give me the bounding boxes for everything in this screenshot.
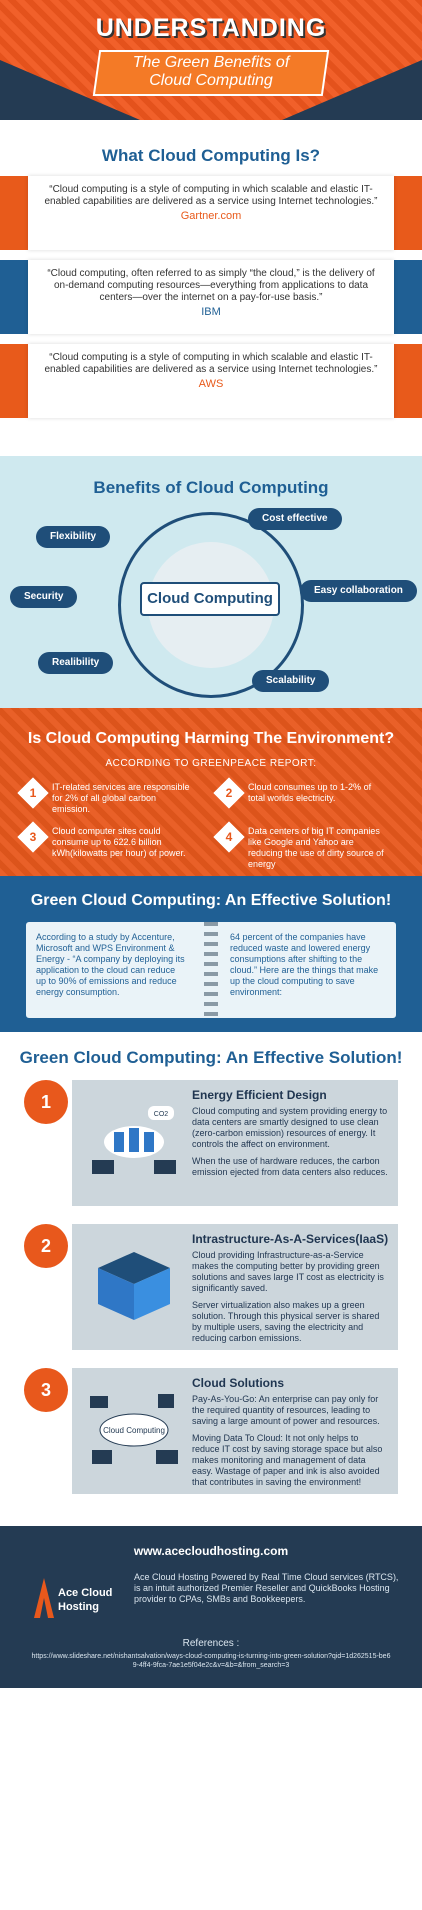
benefit-pill-easy-collaboration: Easy collaboration: [300, 580, 417, 602]
card-body: Cloud computing and system providing ene…: [192, 1106, 388, 1184]
quote-box: [28, 176, 394, 250]
what-section: What Cloud Computing Is? “Cloud computin…: [0, 120, 422, 430]
card-title: Intrastructure-As-A-Services(IaaS): [192, 1232, 389, 1246]
footer-brand-row: Ace Cloud Hosting Ace Cloud Hosting Powe…: [0, 1570, 422, 1630]
harm-number: 1: [29, 786, 37, 800]
what-title: What Cloud Computing Is?: [101, 146, 321, 165]
harm-item: 4 Data centers of big IT companies like …: [213, 821, 386, 870]
card-paragraph: Moving Data To Cloud: It not only helps …: [192, 1433, 383, 1487]
benefits-center-label: Cloud Computing: [140, 582, 280, 616]
server-rack-illustration: [98, 1252, 170, 1320]
solution-card: 1 CO2 Energy Efficient Design Cloud comp…: [24, 1080, 398, 1206]
harm-number-badge: 3: [17, 821, 49, 853]
notebook-left-text: According to a study by Accenture, Micro…: [36, 932, 185, 997]
benefit-pill-security: Security: [10, 586, 78, 608]
header-subtitle-line1: The Green Benefits of: [132, 54, 290, 71]
header-subtitle: The Green Benefits of Cloud Computing: [96, 54, 326, 90]
reference-link[interactable]: https://www.slideshare.net/nishantsalvat…: [31, 1653, 391, 1669]
website-url[interactable]: www.acecloudhosting.com: [133, 1544, 289, 1558]
quote-source: Gartner.com: [180, 210, 242, 222]
ace-cloud-logo-icon: Ace Cloud Hosting: [34, 1578, 112, 1618]
co2-label: CO2: [154, 1111, 169, 1118]
card-body: Cloud providing Infrastructure-as-a-Serv…: [192, 1250, 388, 1350]
quote-text: “Cloud computing is a style of computing…: [40, 184, 382, 222]
benefit-pill-scalability: Scalability: [252, 670, 330, 692]
harm-number-badge: 2: [213, 777, 245, 809]
benefit-pill-flexibility: Flexibility: [36, 526, 111, 548]
cloud-computing-label: Cloud Computing: [103, 1426, 165, 1435]
harm-item-text: Cloud computer sites could consume up to…: [52, 826, 186, 858]
harm-section: Is Cloud Computing Harming The Environme…: [0, 708, 422, 876]
card-body: Pay-As-You-Go: An enterprise can pay onl…: [192, 1394, 388, 1494]
quote-text: “Cloud computing, often referred to as s…: [40, 268, 382, 318]
quote-source: AWS: [198, 378, 224, 390]
quote-source: IBM: [201, 306, 221, 318]
harm-number: 3: [29, 830, 37, 844]
quote-box: [28, 344, 394, 418]
card-number-badge: 3: [24, 1368, 68, 1412]
header-title: UNDERSTANDING: [95, 14, 327, 42]
brand-line1: Ace Cloud: [58, 1587, 112, 1599]
card-title: Energy Efficient Design: [192, 1088, 327, 1102]
benefit-pill-realibility: Realibility: [38, 652, 114, 674]
harm-item: 3 Cloud computer sites could consume up …: [17, 821, 190, 859]
card-paragraph: Pay-As-You-Go: An enterprise can pay onl…: [192, 1394, 380, 1426]
card-title: Cloud Solutions: [192, 1376, 284, 1390]
harm-title: Is Cloud Computing Harming The Environme…: [27, 730, 395, 747]
harm-number-badge: 4: [213, 821, 245, 853]
quote-text: “Cloud computing is a style of computing…: [40, 352, 382, 390]
brand-line2: Hosting: [58, 1601, 99, 1613]
green-solution-section: Green Cloud Computing: An Effective Solu…: [0, 876, 422, 1032]
harm-item-text: IT-related services are responsible for …: [52, 782, 190, 814]
benefits-title: Benefits of Cloud Computing: [93, 478, 329, 497]
harm-item-text: Cloud consumes up to 1-2% of total world…: [248, 782, 372, 803]
card-paragraph: Cloud providing Infrastructure-as-a-Serv…: [192, 1250, 384, 1293]
solution-card: 3 Cloud Computing Cloud Solutions Pay-As…: [24, 1368, 398, 1494]
card-number-badge: 1: [24, 1080, 68, 1124]
benefits-section: Benefits of Cloud Computing Cloud Comput…: [0, 456, 422, 708]
footer-description: Ace Cloud Hosting Powered by Real Time C…: [134, 1572, 399, 1604]
card-number-badge: 2: [24, 1224, 68, 1268]
notebook-right-text: 64 percent of the companies have reduced…: [230, 932, 379, 997]
quote-box: [28, 260, 394, 334]
harm-number: 2: [225, 786, 233, 800]
quote-row: “Cloud computing is a style of computing…: [0, 344, 422, 418]
footer: www.acecloudhosting.com Ace Cloud Hostin…: [0, 1526, 422, 1688]
solution-card: 2 Intrastructure-As-A-Services(IaaS) Clo…: [24, 1224, 398, 1350]
harm-stripes: [0, 708, 422, 876]
quote-row: “Cloud computing, often referred to as s…: [0, 260, 422, 334]
references: References : https://www.slideshare.net/…: [0, 1638, 422, 1670]
quote-body: “Cloud computing, often referred to as s…: [47, 268, 375, 303]
harm-item: 1 IT-related services are responsible fo…: [17, 777, 190, 815]
header-banner: UNDERSTANDING The Green Benefits of Clou…: [0, 0, 422, 120]
quote-body: “Cloud computing is a style of computing…: [44, 184, 378, 207]
notebook-spine: [204, 922, 218, 1018]
quote-body: “Cloud computing is a style of computing…: [44, 352, 378, 375]
references-label: References :: [182, 1638, 240, 1649]
green-solution-title: Green Cloud Computing: An Effective Solu…: [30, 892, 392, 909]
quote-row: “Cloud computing is a style of computing…: [0, 176, 422, 250]
card-paragraph: Cloud computing and system providing ene…: [192, 1106, 388, 1149]
harm-subtitle: ACCORDING TO GREENPEACE REPORT:: [105, 758, 317, 769]
benefits-ring: [118, 512, 304, 698]
cloud-devices-illustration: Cloud Computing: [90, 1394, 178, 1464]
header-subtitle-line2: Cloud Computing: [149, 72, 273, 89]
harm-number: 4: [225, 830, 233, 844]
green-cards-title: Green Cloud Computing: An Effective Solu…: [19, 1048, 403, 1067]
green-cards-section: Green Cloud Computing: An Effective Solu…: [0, 1032, 422, 1526]
benefit-pill-cost-effective: Cost effective: [248, 508, 342, 530]
harm-item-text: Data centers of big IT companies like Go…: [248, 826, 384, 869]
harm-number-badge: 1: [17, 777, 49, 809]
card-paragraph: Server virtualization also makes up a gr…: [192, 1300, 380, 1343]
data-center-illustration: CO2: [92, 1106, 176, 1174]
card-paragraph: When the use of hardware reduces, the ca…: [192, 1156, 388, 1177]
harm-item: 2 Cloud consumes up to 1-2% of total wor…: [213, 777, 386, 809]
